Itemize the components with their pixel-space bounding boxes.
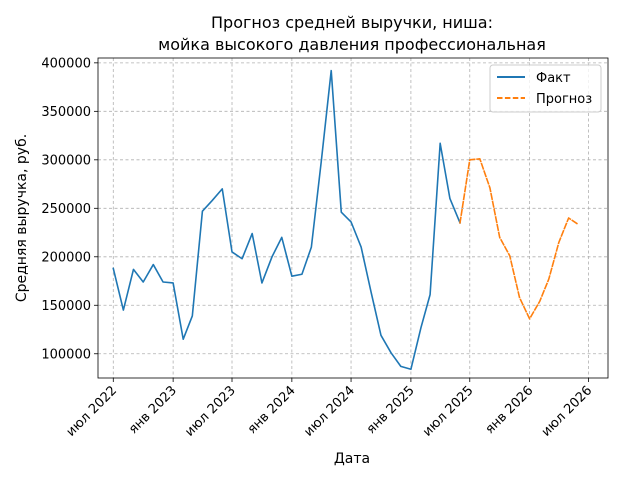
x-axis-label: Дата — [334, 451, 370, 467]
y-tick-label: 100000 — [41, 347, 91, 362]
x-tick-label: янв 2024 — [245, 383, 299, 437]
x-tick-label: июл 2024 — [301, 383, 358, 440]
x-tick-label: янв 2023 — [126, 383, 180, 437]
axes — [97, 57, 609, 379]
x-tick-label: янв 2025 — [364, 383, 418, 437]
plot-frame — [97, 57, 609, 379]
y-ticks: 100000 150000 200000 250000 300000 350000 4000… — [41, 56, 98, 362]
series-lines — [112, 69, 580, 371]
y-tick-label: 250000 — [41, 202, 91, 217]
legend-label-forecast: Прогноз — [536, 92, 592, 107]
x-ticks: июл 2022 янв 2023 июл 2023 янв 2024 июл 2024… — [64, 378, 596, 440]
y-axis-label: Средняя выручка, руб. — [14, 134, 30, 302]
legend-label-fact: Факт — [536, 71, 571, 86]
chart-title-line2: мойка высокого давления профессиональная — [158, 35, 546, 54]
chart-title-line1: Прогноз средней выручки, ниша: — [211, 13, 493, 32]
x-tick-label: июл 2026 — [539, 383, 596, 440]
x-tick-label: июл 2023 — [182, 383, 239, 440]
grid — [98, 58, 608, 378]
y-tick-label: 200000 — [41, 250, 91, 265]
y-tick-label: 150000 — [41, 299, 91, 314]
series-line-fact — [112, 69, 462, 371]
x-tick-label: июл 2025 — [420, 383, 477, 440]
series-line-forecast — [459, 158, 580, 320]
legend: Факт Прогноз — [489, 64, 602, 113]
y-tick-label: 300000 — [41, 153, 91, 168]
x-tick-label: янв 2026 — [483, 383, 537, 437]
y-tick-label: 350000 — [41, 105, 91, 120]
y-tick-label: 400000 — [41, 56, 91, 71]
x-tick-label: июл 2022 — [64, 383, 121, 440]
